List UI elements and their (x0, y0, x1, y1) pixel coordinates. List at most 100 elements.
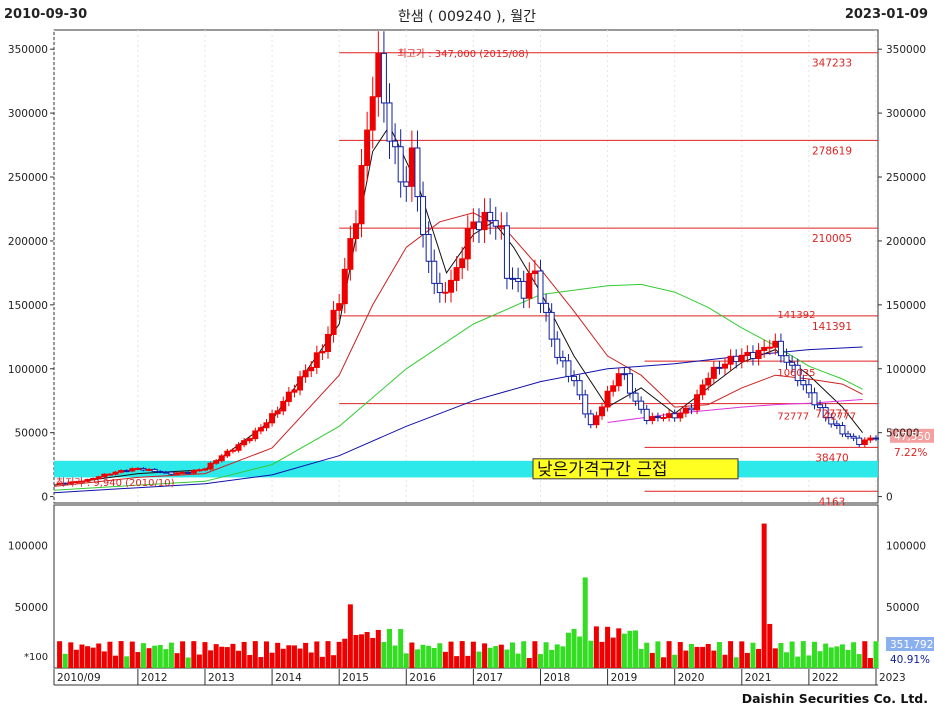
y-tick-label-right: 50000 (886, 428, 919, 440)
legend-ma20[interactable]: MA_종가,20 (215, 35, 274, 47)
x-tick-label: 2019 (611, 672, 638, 684)
candle-body (694, 394, 701, 411)
candle-body (727, 355, 734, 365)
candle-body (526, 273, 533, 299)
candle-body (341, 268, 348, 305)
volume-bar (633, 630, 639, 668)
candle-body (582, 394, 589, 415)
volume-bar (700, 646, 706, 668)
x-tick-label: 2022 (812, 672, 839, 684)
candle-body (638, 400, 645, 410)
y-tick-label-right: 300000 (886, 108, 926, 120)
candle-body (783, 355, 790, 363)
x-tick-label: 2016 (409, 672, 436, 684)
candle-body (263, 422, 270, 429)
candle-body (140, 467, 147, 471)
candle-body (492, 220, 499, 227)
candle-body (470, 221, 477, 230)
candle-body (615, 373, 622, 387)
volume-bar (163, 649, 169, 668)
candle-body (677, 412, 684, 419)
volume-tick-label-right: 100000 (886, 541, 926, 553)
volume-bar (739, 641, 745, 668)
candle-body (833, 423, 840, 427)
legend-vma60[interactable]: MA_거래량,60 (259, 512, 327, 524)
candle-body (660, 416, 667, 419)
candle-body (218, 455, 225, 462)
volume-bar (191, 641, 197, 668)
candle-body (738, 354, 745, 363)
volume-bar (398, 629, 404, 668)
candle-body (789, 361, 796, 366)
legend-ma5[interactable]: MA_종가,5 (151, 35, 203, 47)
legend-ma200[interactable]: MA_종가,200 (435, 35, 500, 47)
volume-bar (364, 632, 370, 668)
legend-ma60[interactable]: MA_종가,60 (286, 35, 345, 47)
y-tick-label-right: 100000 (886, 364, 926, 376)
volume-bar (252, 641, 258, 668)
volume-bar (661, 657, 667, 668)
price-panel (53, 29, 879, 504)
volume-bar (146, 648, 152, 668)
volume-bar (621, 633, 627, 668)
volume-bar (549, 649, 555, 668)
ma-line (53, 283, 863, 491)
volume-bar (230, 643, 236, 668)
candle-body (811, 392, 818, 406)
legend-vma20[interactable]: MA_거래량,20 (178, 512, 246, 524)
volume-bar (370, 637, 376, 668)
candle-body (291, 389, 298, 393)
price-annotation: 72777 (824, 411, 856, 422)
level-label: 4163 (819, 496, 846, 508)
volume-bar (571, 628, 577, 668)
candle-body (308, 366, 315, 372)
y-tick-label-left: 300000 (8, 108, 48, 120)
volume-bar (96, 643, 102, 668)
current-price-change: 7.22% (894, 447, 927, 459)
volume-bar (291, 645, 297, 668)
volume-bar (275, 642, 281, 668)
volume-bar (57, 641, 63, 668)
candle-body (794, 364, 801, 382)
price-legend-label: 일본식차트(월간) (62, 35, 138, 47)
candle-body (722, 363, 729, 369)
candle-body (95, 476, 102, 479)
volume-bar (582, 577, 588, 668)
footer-company: Daishin Securities Co. Ltd. (741, 691, 928, 706)
volume-bar (208, 650, 214, 668)
current-price-label: 47,550 (894, 431, 931, 443)
volume-bar (196, 654, 202, 668)
volume-bar (599, 641, 605, 668)
candle-body (364, 129, 371, 167)
candle-body (352, 223, 359, 240)
volume-bar (493, 646, 499, 668)
volume-bar (867, 657, 873, 668)
x-tick-label: 2021 (745, 672, 772, 684)
candle-body (190, 469, 197, 474)
candle-body (845, 433, 852, 437)
legend-ma120[interactable]: MA_종가,120 (357, 35, 423, 47)
candle-body (571, 375, 578, 382)
volume-bar (308, 652, 314, 668)
legend-vma5[interactable]: MA_거래량,5 (104, 512, 166, 524)
volume-bar (62, 653, 68, 668)
candle-body (682, 407, 689, 414)
candle-body (503, 225, 510, 279)
volume-bar (823, 643, 829, 668)
candle-body (403, 181, 410, 187)
volume-bar (325, 641, 331, 668)
volume-bar (465, 655, 471, 668)
volume-bar (263, 641, 269, 668)
volume-bar (331, 655, 337, 668)
candle-body (330, 309, 337, 335)
candle-body (90, 477, 97, 481)
candle-body (319, 350, 326, 354)
candle-body (487, 211, 494, 222)
candle-body (56, 482, 63, 485)
low-price-band (54, 460, 878, 478)
current-volume-box (886, 637, 934, 651)
candle-body (420, 196, 427, 235)
candle-body (151, 468, 158, 472)
candle-body (537, 270, 544, 304)
